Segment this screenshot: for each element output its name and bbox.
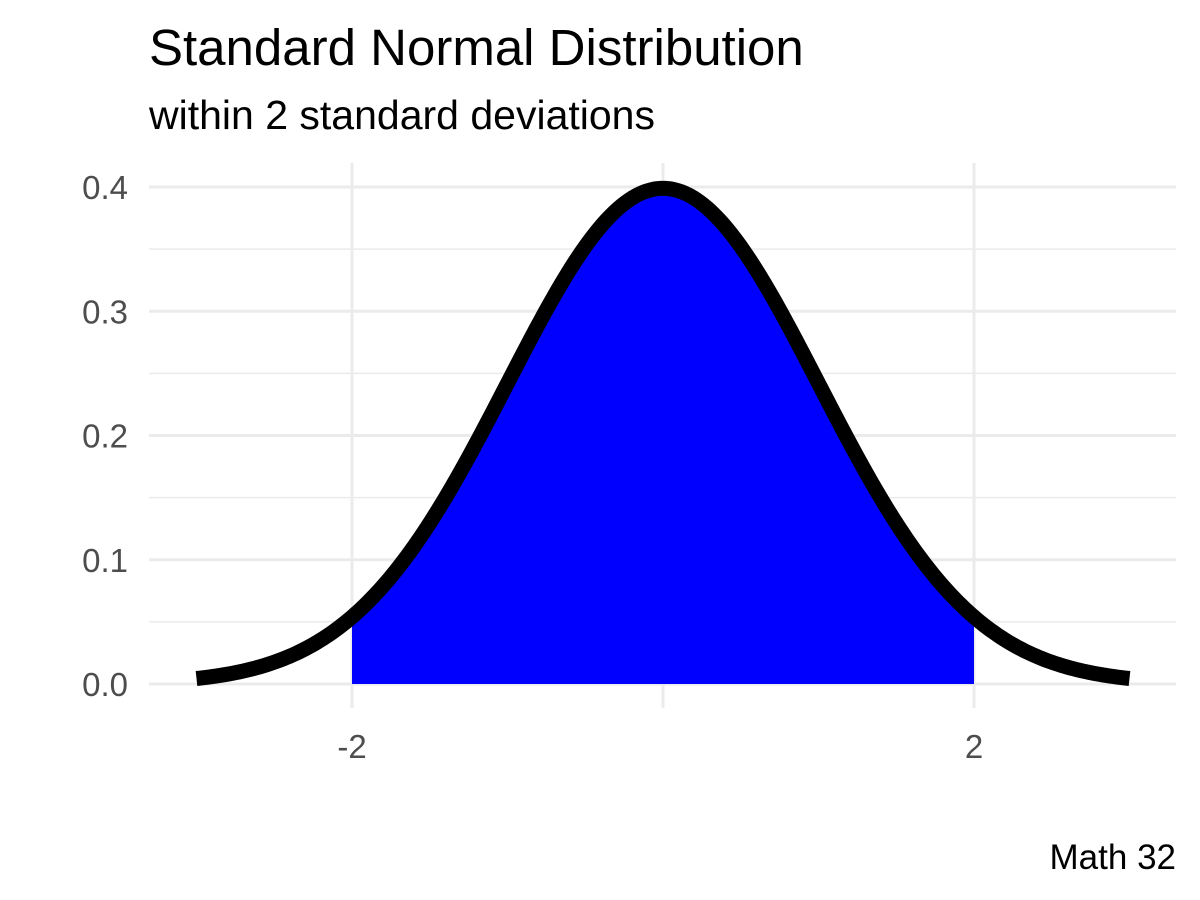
x-tick-label: -2 (337, 728, 366, 765)
shaded-area-within-2-sd (352, 188, 974, 684)
chart-title: Standard Normal Distribution (149, 19, 804, 76)
chart-caption: Math 32 (1049, 838, 1176, 877)
x-axis-tick-labels: -2 2 (337, 728, 983, 765)
density-curve (192, 180, 1134, 686)
y-tick-label: 0.3 (82, 293, 128, 330)
x-tick-label: 2 (965, 728, 983, 765)
y-tick-label: 0.2 (82, 418, 128, 455)
y-tick-label: 0.4 (82, 169, 128, 206)
y-tick-label: 0.1 (82, 542, 128, 579)
y-tick-label: 0.0 (82, 666, 128, 703)
y-axis-tick-labels: 0.0 0.1 0.2 0.3 0.4 (82, 169, 128, 703)
chart-subtitle: within 2 standard deviations (149, 92, 655, 138)
